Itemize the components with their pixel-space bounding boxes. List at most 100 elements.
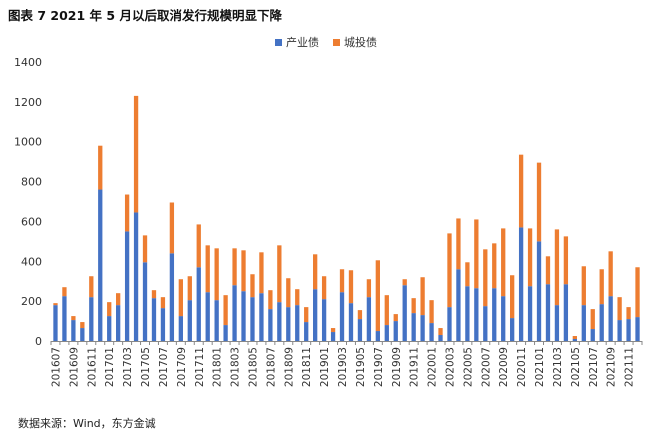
bar-segment-series-2-202111 bbox=[626, 307, 631, 320]
x-tick-label: 202005 bbox=[462, 347, 474, 387]
bar-segment-series-1-201803 bbox=[232, 285, 237, 341]
bar-segment-series-2-201908 bbox=[384, 295, 389, 326]
x-tick-label: 201611 bbox=[86, 347, 98, 387]
bar-segment-series-2-202012 bbox=[527, 228, 533, 287]
bar-segment-series-1-202109 bbox=[608, 296, 613, 341]
x-tick-label: 202101 bbox=[534, 347, 546, 387]
bar-segment-series-1-201807 bbox=[268, 309, 273, 341]
bar-segment-series-2-201909 bbox=[393, 314, 398, 322]
legend-label-series-1: 产业债 bbox=[286, 36, 319, 49]
bar-segment-series-1-201902 bbox=[330, 332, 336, 341]
legend-item-series-1: 产业债 bbox=[275, 34, 319, 50]
bar-segment-series-1-202005 bbox=[465, 286, 470, 341]
bar-segment-series-2-201812 bbox=[313, 254, 318, 290]
bar-segment-series-2-201803 bbox=[232, 248, 237, 286]
bar-segment-series-1-202002 bbox=[438, 335, 443, 341]
bar-segment-series-2-202002 bbox=[438, 328, 443, 336]
chart-legend: 产业债 城投债 bbox=[0, 34, 652, 50]
bar-segment-series-2-202101 bbox=[536, 162, 542, 242]
bar-segment-series-1-202006 bbox=[474, 288, 479, 341]
y-tick-label: 1200 bbox=[14, 96, 42, 109]
bar-segment-series-1-201701 bbox=[107, 316, 112, 341]
bar-segment-series-1-201909 bbox=[393, 321, 398, 341]
bar-segment-series-1-202107 bbox=[590, 329, 595, 341]
bar-segment-series-2-201911 bbox=[411, 298, 416, 314]
bar-segment-series-1-201810 bbox=[295, 305, 300, 341]
bar-segment-series-1-201906 bbox=[366, 297, 372, 341]
bar-segment-series-1-202003 bbox=[447, 307, 452, 341]
bar-segment-series-1-201904 bbox=[348, 303, 354, 341]
legend-swatch-series-2 bbox=[333, 38, 340, 46]
bar-segment-series-2-201804 bbox=[241, 250, 246, 292]
bar-segment-series-2-201808 bbox=[277, 245, 282, 303]
bar-segment-series-2-201704 bbox=[133, 95, 139, 213]
x-tick-label: 201807 bbox=[265, 347, 277, 387]
bar-segment-series-2-202105 bbox=[572, 336, 577, 340]
x-tick-label: 201707 bbox=[158, 347, 170, 387]
bar-segment-series-1-201704 bbox=[133, 212, 139, 341]
y-tick-label: 400 bbox=[21, 255, 42, 268]
bar-segment-series-1-202007 bbox=[483, 306, 488, 342]
bar-segment-series-2-201607 bbox=[53, 303, 58, 306]
x-tick-label: 201705 bbox=[140, 347, 152, 387]
x-tick-label: 201907 bbox=[373, 347, 385, 387]
bar-segment-series-2-201801 bbox=[214, 248, 219, 301]
x-tick-label: 201607 bbox=[50, 347, 62, 387]
bar-segment-series-1-201901 bbox=[321, 299, 327, 341]
x-tick-label: 202103 bbox=[552, 347, 564, 387]
x-tick-label: 201905 bbox=[355, 347, 367, 387]
bar-segment-series-2-201609 bbox=[71, 316, 76, 321]
bar-segment-series-1-201706 bbox=[151, 298, 157, 341]
y-tick-label: 1400 bbox=[14, 56, 42, 69]
x-tick-label: 202111 bbox=[624, 347, 636, 387]
bar-segment-series-2-202112 bbox=[635, 267, 640, 318]
bar-segment-series-1-202101 bbox=[536, 241, 542, 341]
bar-segment-series-2-201701 bbox=[107, 302, 112, 317]
bar-segment-series-1-201708 bbox=[169, 253, 175, 341]
bar-segment-series-1-202110 bbox=[617, 320, 622, 341]
bar-segment-series-1-201610 bbox=[80, 328, 85, 341]
bar-segment-series-2-202010 bbox=[510, 275, 515, 319]
bar-segment-series-2-201904 bbox=[348, 270, 354, 304]
x-tick-label: 202003 bbox=[444, 347, 456, 387]
bar-segment-series-1-201709 bbox=[178, 316, 183, 341]
bar-segment-series-2-201705 bbox=[142, 235, 148, 263]
bar-segment-series-2-202001 bbox=[429, 300, 434, 324]
y-tick-label: 1000 bbox=[14, 136, 42, 149]
chart-title: 图表 7 2021 年 5 月以后取消发行规模明显下降 bbox=[8, 8, 282, 23]
bar-segment-series-2-201907 bbox=[375, 260, 380, 332]
bar-segment-series-1-201808 bbox=[277, 302, 282, 341]
bar-segment-series-1-202102 bbox=[545, 284, 551, 341]
bar-segment-series-2-202003 bbox=[447, 233, 452, 308]
bar-segment-series-1-201801 bbox=[214, 300, 219, 341]
x-tick-label: 202007 bbox=[480, 347, 492, 387]
bar-segment-series-1-202011 bbox=[518, 227, 524, 341]
legend-swatch-series-1 bbox=[275, 38, 282, 46]
x-tick-label: 202109 bbox=[606, 347, 618, 387]
x-tick-label: 201903 bbox=[337, 347, 349, 387]
bar-segment-series-2-202006 bbox=[474, 219, 479, 289]
bar-segment-series-1-201712 bbox=[205, 292, 210, 341]
bar-segment-series-2-201901 bbox=[321, 276, 327, 300]
bar-segment-series-1-201812 bbox=[313, 289, 318, 341]
bar-segment-series-2-201805 bbox=[250, 274, 255, 298]
x-tick-label: 201811 bbox=[301, 347, 313, 387]
bar-segment-series-1-201710 bbox=[187, 300, 192, 341]
x-tick-label: 201703 bbox=[122, 347, 134, 387]
bar-segment-series-1-201703 bbox=[124, 231, 130, 341]
bar-segment-series-1-202008 bbox=[492, 288, 497, 341]
bar-segment-series-1-201911 bbox=[411, 313, 416, 341]
bar-segment-series-1-202104 bbox=[563, 284, 569, 341]
x-tick-label: 201909 bbox=[391, 347, 403, 387]
y-tick-label: 200 bbox=[21, 295, 42, 308]
bar-segment-series-1-202009 bbox=[501, 296, 506, 341]
bar-segment-series-2-202107 bbox=[590, 309, 595, 330]
bar-segment-series-2-202009 bbox=[501, 228, 506, 297]
bar-segment-series-1-201702 bbox=[116, 305, 121, 341]
x-tick-label: 201809 bbox=[283, 347, 295, 387]
bar-segment-series-2-202103 bbox=[554, 229, 560, 306]
bar-segment-series-2-201802 bbox=[223, 295, 228, 326]
x-tick-label: 201805 bbox=[247, 347, 259, 387]
source-note: 数据来源：Wind，东方金诚 bbox=[18, 417, 156, 430]
